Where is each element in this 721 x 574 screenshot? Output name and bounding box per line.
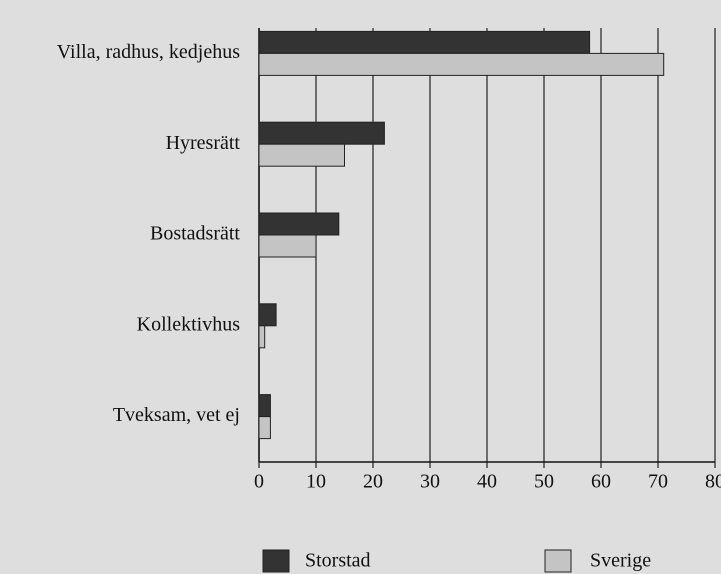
bar <box>258 52 665 76</box>
bar <box>258 325 266 349</box>
x-tick-label: 70 <box>648 471 668 493</box>
y-tick-label: Bostadsrätt <box>150 223 240 245</box>
legend-swatch <box>544 549 572 573</box>
x-tick-label: 30 <box>420 471 440 493</box>
x-tick-label: 50 <box>534 471 554 493</box>
x-tick-label: 0 <box>254 471 264 493</box>
x-tick-label: 20 <box>363 471 383 493</box>
bar <box>258 121 385 145</box>
x-tick-label: 10 <box>306 471 326 493</box>
bar <box>258 394 271 418</box>
bar <box>258 212 340 236</box>
bar <box>258 416 271 440</box>
bar <box>258 303 277 327</box>
legend-label: Storstad <box>305 550 371 572</box>
legend-label: Sverige <box>590 550 651 572</box>
bar <box>258 143 345 167</box>
y-tick-label: Kollektivhus <box>137 313 241 335</box>
x-tick-label: 40 <box>477 471 497 493</box>
x-tick-label: 60 <box>591 471 611 493</box>
y-tick-label: Villa, radhus, kedjehus <box>57 41 240 63</box>
bar <box>258 30 591 54</box>
bar <box>258 234 317 258</box>
x-tick-label: 80 <box>705 471 721 493</box>
legend-swatch <box>262 549 290 573</box>
y-tick-label: Hyresrätt <box>166 132 241 154</box>
y-tick-label: Tveksam, vet ej <box>113 404 240 426</box>
